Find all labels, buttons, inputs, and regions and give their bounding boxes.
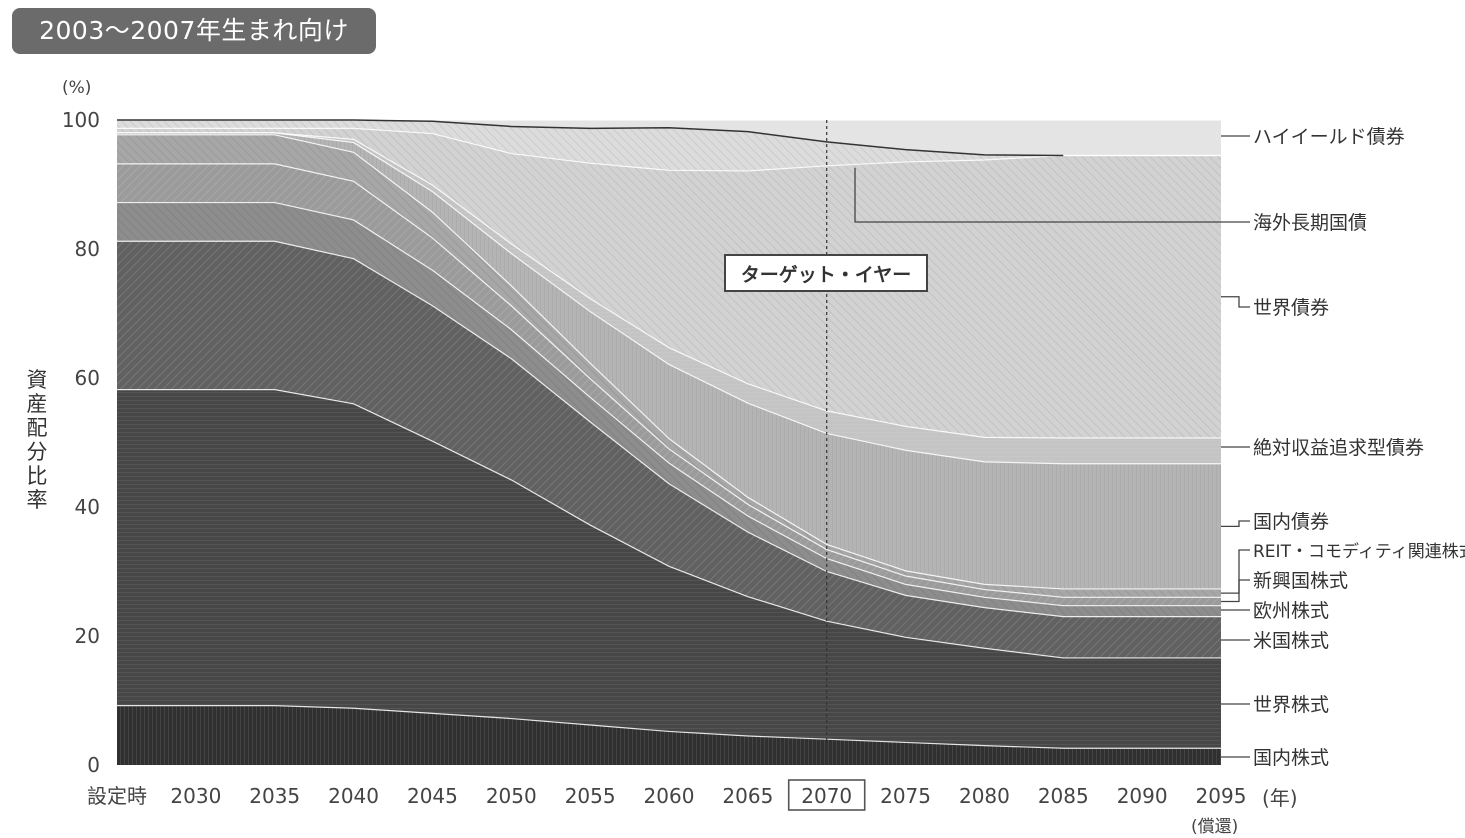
- boundary-series-5: [117, 163, 1221, 598]
- legend-leader: [1221, 549, 1250, 594]
- legend-item-7: 国内債券: [1221, 511, 1329, 533]
- legend-item-9: 世界債券: [1221, 296, 1329, 319]
- legend-item-2: 世界株式: [1221, 694, 1329, 716]
- area-series-11: [117, 120, 1221, 156]
- legend-label: 世界債券: [1253, 297, 1329, 319]
- y-tick-label: 60: [75, 366, 100, 390]
- legend-label: 国内株式: [1253, 747, 1329, 769]
- x-tick-label: 2095: [1196, 784, 1247, 808]
- x-tick-label: 2040: [328, 784, 379, 808]
- y-tick-label: 0: [87, 753, 100, 777]
- legend-label: 海外長期国債: [1253, 212, 1367, 234]
- texture-series-1: [117, 705, 1221, 765]
- texture-series-3: [117, 241, 1221, 658]
- legend-item-1: 国内株式: [1221, 747, 1329, 769]
- x-tick-label: 2065: [722, 784, 773, 808]
- legend-item-8: 絶対収益追求型債券: [1221, 437, 1424, 459]
- legend-label: REIT・コモディティ関連株式: [1253, 541, 1465, 562]
- legend-leader: [1221, 296, 1250, 308]
- boundary-series-6: [117, 134, 1221, 590]
- texture-series-9: [117, 128, 1221, 438]
- boundary-series-9: [117, 127, 1221, 172]
- x-last-sublabel: (償還): [1191, 817, 1239, 837]
- legend-item-3: 米国株式: [1221, 630, 1329, 652]
- x-tick-label: 2030: [170, 784, 221, 808]
- y-tick-label: 40: [75, 495, 100, 519]
- x-tick-label: 2050: [486, 784, 537, 808]
- x-tick-label: 2090: [1117, 784, 1168, 808]
- legend-label: 絶対収益追求型債券: [1253, 437, 1424, 459]
- legend-leader: [854, 167, 1250, 223]
- legend-label: 米国株式: [1253, 630, 1329, 652]
- x-tick-label: 2045: [407, 784, 458, 808]
- x-tick-label: 2075: [880, 784, 931, 808]
- legend-label: 世界株式: [1253, 694, 1329, 716]
- y-tick-label: 100: [62, 108, 100, 132]
- boundary-series-1: [117, 705, 1221, 749]
- legend-label: ハイイールド債券: [1253, 126, 1405, 148]
- x-tick-label: 2035: [249, 784, 300, 808]
- y-tick-label: 20: [75, 624, 100, 648]
- legend-item-11: ハイイールド債券: [1221, 126, 1405, 148]
- y-axis-title: 資産配分比率: [26, 368, 48, 512]
- boundary-series-3: [117, 240, 1221, 618]
- y-unit-label: (%): [62, 78, 92, 98]
- x-tick-label: 2070: [801, 784, 852, 808]
- boundary-series-8: [117, 132, 1221, 439]
- x-unit-label: (年): [1262, 786, 1298, 810]
- y-tick-label: 80: [75, 237, 100, 261]
- pattern-overlays: [117, 120, 1221, 765]
- legend-item-6: REIT・コモディティ関連株式: [1221, 541, 1465, 594]
- legend-item-5: 新興国株式: [1221, 570, 1348, 603]
- legend-leader: [1221, 520, 1250, 527]
- boundary-series-4: [117, 201, 1221, 607]
- legend-label: 新興国株式: [1253, 570, 1348, 592]
- x-tick-label: 2060: [644, 784, 695, 808]
- x-tick-label: 設定時: [87, 784, 147, 808]
- legend: 国内株式 世界株式 米国株式 欧州株式 新興国株式 REIT・コモディティ関連株式国内債券…: [854, 126, 1465, 769]
- texture-series-2: [117, 389, 1221, 749]
- target-year-label: ターゲット・イヤー: [724, 254, 928, 292]
- high-yield-boundary-line: [117, 119, 1064, 157]
- boundary-series-7: [117, 132, 1221, 465]
- x-tick-label: 2080: [959, 784, 1010, 808]
- x-tick-label: 2085: [1038, 784, 1089, 808]
- texture-series-7: [117, 132, 1221, 589]
- boundary-series-2: [117, 389, 1221, 659]
- legend-item-4: 欧州株式: [1221, 600, 1329, 622]
- legend-label: 欧州株式: [1253, 600, 1329, 622]
- x-tick-label: 2055: [565, 784, 616, 808]
- target-year-tick-box: [787, 779, 866, 811]
- legend-leader: [1221, 579, 1250, 603]
- texture-series-10: [117, 120, 1221, 171]
- legend-label: 国内債券: [1253, 511, 1329, 533]
- chart-title-badge: 2003〜2007年生まれ向け: [12, 8, 376, 54]
- legend-item-10: 海外長期国債: [854, 167, 1367, 234]
- area-boundary-lines: [117, 119, 1221, 749]
